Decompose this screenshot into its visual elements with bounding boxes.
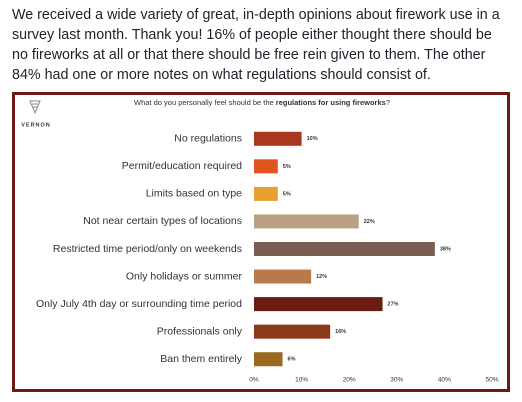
value-label: 6% <box>288 357 296 363</box>
value-label: 12% <box>316 274 327 280</box>
category-label: Professionals only <box>157 325 243 337</box>
chart-title: What do you personally feel should be th… <box>134 98 390 107</box>
post-text: We received a wide variety of great, in-… <box>12 7 500 83</box>
category-label: Permit/education required <box>122 160 242 172</box>
title-part: ? <box>386 98 390 107</box>
bar <box>254 297 383 312</box>
x-tick-label: 40% <box>438 377 451 384</box>
category-label: Ban them entirely <box>160 353 242 365</box>
logo-mark <box>29 100 41 115</box>
value-label: 16% <box>335 329 346 335</box>
value-label: 22% <box>364 219 375 225</box>
x-tick-label: 20% <box>343 377 356 384</box>
category-label: Not near certain types of locations <box>83 215 242 227</box>
x-tick-label: 10% <box>295 377 308 384</box>
bar <box>254 269 312 284</box>
bar <box>254 242 435 256</box>
logo-text: VERNON <box>21 122 51 128</box>
category-label: Restricted time period/only on weekends <box>53 243 242 255</box>
value-label: 27% <box>388 302 399 308</box>
category-label: Only July 4th day or surrounding time pe… <box>36 298 242 310</box>
bar <box>254 324 331 339</box>
category-label: Limits based on type <box>146 188 242 200</box>
value-label: 10% <box>307 136 318 142</box>
x-tick-label: 30% <box>390 377 403 384</box>
bar <box>254 186 278 201</box>
category-label: No regulations <box>174 133 242 145</box>
bar <box>254 352 283 367</box>
category-label: Only holidays or summer <box>126 270 243 282</box>
title-part: regulations for using fireworks <box>276 98 386 107</box>
value-label: 5% <box>283 191 291 197</box>
value-label: 38% <box>440 246 451 252</box>
bar <box>254 214 359 229</box>
value-label: 5% <box>283 164 291 170</box>
title-part: What do you personally feel should be th… <box>134 98 276 107</box>
x-tick-label: 50% <box>485 377 498 384</box>
bar <box>254 159 278 174</box>
bar <box>254 131 302 146</box>
x-tick-label: 0% <box>249 377 259 384</box>
